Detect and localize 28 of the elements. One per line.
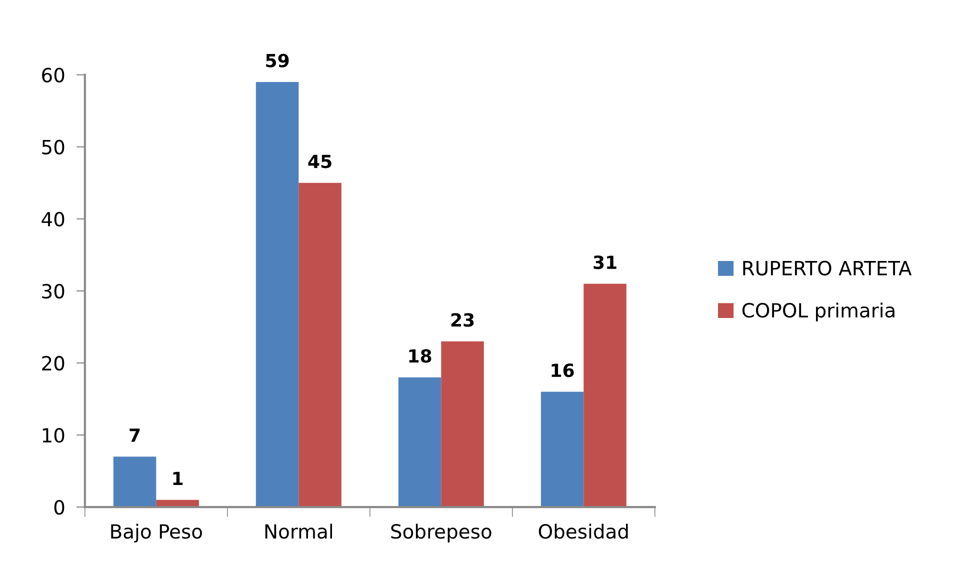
data-label: 1 [173,472,183,485]
y-tick-label: 20 [42,356,64,371]
bar [540,392,584,508]
bar [113,456,156,508]
data-label: 7 [130,428,140,442]
y-tick-label: 50 [42,140,64,155]
bar [398,377,442,508]
bar [298,182,342,508]
x-tick-label: Obesidad [538,524,628,539]
legend-label: COPOL primaria [742,302,894,322]
data-label: 18 [409,349,432,363]
y-tick-label: 40 [42,212,64,227]
x-tick-label: Bajo Peso [111,524,202,543]
bar [256,82,299,508]
data-label: 23 [451,313,474,327]
data-label: 31 [594,255,616,270]
data-label: 45 [308,154,332,168]
y-tick-label: 30 [42,284,64,299]
y-tick-label: 60 [42,68,64,82]
y-tick-label: 0 [54,500,64,515]
x-tick-label: Normal [265,524,332,539]
legend-label: RUPERTO ARTETA [743,260,912,276]
y-tick-label: 10 [42,428,64,443]
data-label: 59 [266,54,289,68]
data-label: 16 [552,364,574,378]
x-tick-label: Sobrepeso [391,524,492,543]
bar [441,341,484,508]
bar [584,284,626,508]
